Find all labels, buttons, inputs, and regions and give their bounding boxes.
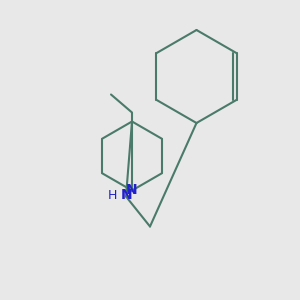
Text: N: N [126, 184, 138, 197]
Text: H: H [108, 189, 117, 202]
Text: N: N [121, 188, 132, 202]
